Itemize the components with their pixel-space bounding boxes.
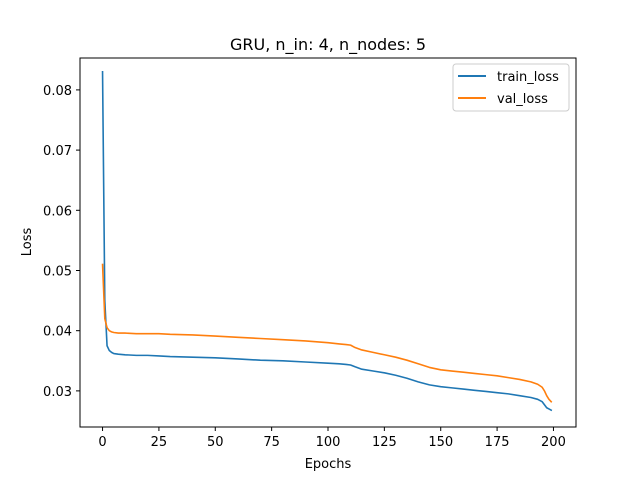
x-tick-label: 0 bbox=[98, 435, 106, 450]
x-tick-label: 75 bbox=[263, 435, 280, 450]
x-axis-label: Epochs bbox=[305, 457, 352, 472]
y-tick-label: 0.08 bbox=[43, 84, 72, 99]
chart-title: GRU, n_in: 4, n_nodes: 5 bbox=[230, 35, 426, 55]
legend-label-train-loss: train_loss bbox=[497, 70, 559, 85]
plot-lines bbox=[101, 71, 553, 412]
y-tick-label: 0.07 bbox=[43, 144, 72, 159]
y-tick-label: 0.03 bbox=[43, 385, 72, 400]
x-tick-label: 200 bbox=[541, 435, 566, 450]
y-tick-label: 0.04 bbox=[43, 325, 72, 340]
x-tick-label: 50 bbox=[207, 435, 224, 450]
x-tick-label: 100 bbox=[316, 435, 341, 450]
legend: train_loss val_loss bbox=[452, 63, 570, 112]
x-tick-label: 150 bbox=[428, 435, 453, 450]
x-tick-label: 175 bbox=[485, 435, 510, 450]
x-tick-label: 25 bbox=[151, 435, 168, 450]
x-axis-ticks: 0 25 50 75 100 125 150 175 200 bbox=[98, 427, 566, 450]
y-tick-label: 0.06 bbox=[43, 204, 72, 219]
x-tick-label: 125 bbox=[372, 435, 397, 450]
legend-label-val-loss: val_loss bbox=[497, 92, 548, 107]
y-tick-label: 0.05 bbox=[43, 264, 72, 279]
y-axis-ticks: 0.03 0.04 0.05 0.06 0.07 0.08 bbox=[43, 84, 80, 400]
y-axis-label: Loss bbox=[20, 228, 35, 257]
series-line-train-loss bbox=[101, 71, 553, 412]
series-line-val-loss bbox=[101, 263, 553, 403]
